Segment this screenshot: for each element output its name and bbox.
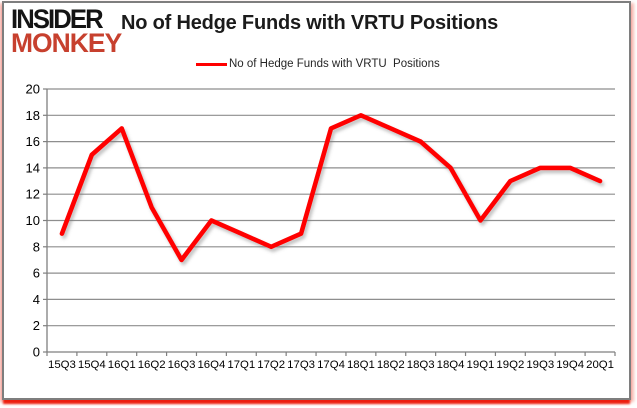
x-axis-tick-label: 18Q3 [407,359,435,371]
x-axis-tick-label: 17Q4 [317,359,345,371]
y-axis-tick-label: 8 [33,239,40,254]
y-axis-tick-label: 12 [26,187,40,202]
y-axis-tick-label: 6 [33,266,40,281]
y-axis-tick-label: 4 [33,292,40,307]
legend-line-marker [196,62,227,66]
line-chart: 0 2 4 6 8 10 12 14 16 18 20 15Q3 15Q4 16Q1 16Q2 16Q3 16Q… [26,82,616,371]
x-axis-tick-label: 20Q1 [586,359,614,371]
series-line [59,113,603,263]
y-axis-tick-label: 16 [26,134,40,149]
x-axis-tick-label: 19Q4 [556,359,584,371]
x-axis-tick-label: 17Q2 [257,359,285,371]
x-axis-tick-label: 15Q3 [48,359,76,371]
x-axis-tick-label: 17Q1 [227,359,255,371]
x-axis-tick-label: 19Q2 [496,359,524,371]
x-axis-tick-label: 18Q1 [347,359,375,371]
logo-text-insider: INSIDER [11,4,104,34]
logo-text-monkey: MONKEY [11,27,122,58]
x-axis-tick-label: 18Q2 [377,359,405,371]
x-axis-tick-label: 16Q3 [168,359,196,371]
y-axis-tick-label: 2 [33,318,40,333]
legend-label: No of Hedge Funds with VRTU Positions [229,58,440,70]
chart-legend: No of Hedge Funds with VRTU Positions [196,58,440,70]
x-axis-tick-label: 15Q4 [78,359,106,371]
insider-monkey-logo: INSIDER MONKEY [11,4,124,58]
chart-card: INSIDER MONKEY No of Hedge Funds with VR… [2,1,631,400]
y-axis-tick-label: 20 [26,82,40,97]
x-axis-tick-label: 19Q3 [526,359,554,371]
x-axis-tick-label: 17Q3 [287,359,315,371]
y-axis-tick-label: 14 [26,160,40,175]
y-axis-tick-label: 18 [26,108,40,123]
y-axis-tick-label: 0 [33,345,40,360]
x-axis-tick-label: 16Q1 [108,359,136,371]
x-axis-tick-label: 18Q4 [437,359,465,371]
x-axis-tick-label: 19Q1 [467,359,495,371]
x-axis-tick-label: 16Q2 [138,359,166,371]
y-axis-tick-label: 10 [26,213,40,228]
chart-title: No of Hedge Funds with VRTU Positions [121,12,499,34]
x-axis-tick-label: 16Q4 [197,359,225,371]
